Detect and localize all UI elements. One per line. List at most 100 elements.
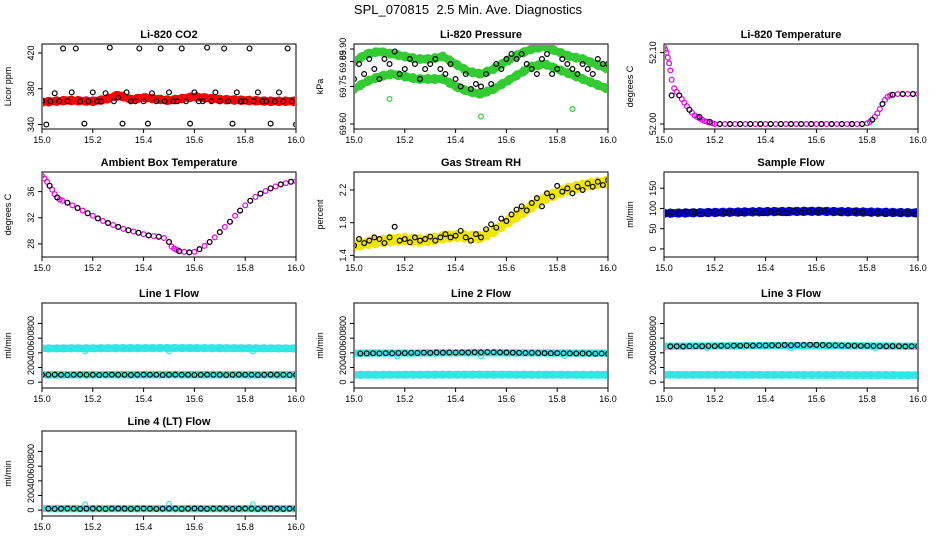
y-tick-label: 420 bbox=[26, 45, 36, 60]
data-point bbox=[248, 505, 255, 512]
data-point bbox=[166, 371, 173, 378]
x-tick-label: 15.6 bbox=[498, 135, 516, 145]
data-point bbox=[503, 55, 510, 62]
data-point bbox=[768, 342, 775, 349]
data-point bbox=[832, 342, 839, 349]
y-tick-label: 2.2 bbox=[338, 184, 348, 197]
data-point bbox=[102, 371, 109, 378]
x-tick-label: 15.0 bbox=[345, 263, 363, 273]
data-point bbox=[876, 105, 883, 112]
x-tick-label: 15.6 bbox=[186, 135, 204, 145]
x-tick-label: 15.4 bbox=[447, 394, 465, 404]
plot-frame bbox=[353, 302, 609, 389]
data-point bbox=[782, 210, 789, 217]
data-point bbox=[478, 353, 485, 360]
data-point bbox=[876, 343, 883, 350]
data-point bbox=[386, 60, 393, 67]
y-tick-label: 0 bbox=[26, 380, 36, 385]
data-point bbox=[181, 248, 188, 255]
data-point bbox=[376, 236, 383, 243]
y-tick-label: 69.75 bbox=[338, 75, 348, 98]
data-point bbox=[665, 45, 667, 50]
x-tick-label: 16.0 bbox=[909, 394, 927, 404]
data-point bbox=[94, 215, 101, 222]
data-point bbox=[69, 202, 76, 209]
data-point bbox=[706, 208, 713, 215]
data-point bbox=[212, 89, 219, 96]
x-tick-label: 15.0 bbox=[33, 135, 51, 145]
data-point bbox=[391, 223, 398, 230]
data-point bbox=[355, 76, 357, 82]
plot-area bbox=[355, 45, 607, 120]
chart-title: Line 3 Flow bbox=[761, 288, 821, 300]
data-point bbox=[554, 65, 561, 72]
x-tick-label: 15.4 bbox=[447, 263, 465, 273]
data-point bbox=[836, 209, 843, 216]
data-point bbox=[166, 348, 173, 355]
data-point bbox=[145, 232, 152, 239]
data-point bbox=[859, 209, 866, 216]
data-point bbox=[467, 85, 474, 92]
data-point bbox=[89, 89, 96, 96]
y-tick-label: 69.60 bbox=[338, 113, 348, 136]
data-point bbox=[204, 45, 211, 51]
data-point bbox=[172, 505, 179, 512]
data-point bbox=[381, 55, 388, 62]
data-point bbox=[471, 349, 478, 356]
data-point bbox=[813, 341, 820, 348]
x-tick-label: 16.0 bbox=[909, 135, 927, 145]
data-point bbox=[518, 203, 525, 210]
data-point bbox=[569, 190, 576, 197]
x-tick-label: 15.6 bbox=[186, 394, 204, 404]
data-point bbox=[134, 505, 141, 512]
plot-frame bbox=[41, 171, 297, 258]
data-point bbox=[667, 343, 674, 350]
data-point bbox=[376, 350, 383, 357]
data-point bbox=[879, 100, 886, 107]
plot-area bbox=[43, 500, 295, 513]
data-point bbox=[528, 65, 535, 72]
data-point bbox=[432, 55, 439, 62]
data-point bbox=[554, 350, 561, 357]
data-point bbox=[110, 98, 117, 105]
x-tick-label: 15.0 bbox=[33, 394, 51, 404]
data-point bbox=[508, 211, 515, 218]
data-point bbox=[83, 505, 90, 512]
y-tick-label: 28 bbox=[26, 239, 36, 249]
data-point bbox=[394, 353, 401, 360]
data-point bbox=[355, 242, 357, 249]
data-point bbox=[569, 65, 576, 72]
data-point bbox=[478, 83, 485, 90]
data-point bbox=[605, 177, 607, 184]
data-point bbox=[813, 209, 820, 216]
x-tick-label: 15.4 bbox=[135, 263, 153, 273]
data-point bbox=[178, 505, 185, 512]
data-point bbox=[668, 209, 675, 216]
data-point bbox=[280, 98, 287, 105]
data-point bbox=[493, 224, 500, 231]
data-point bbox=[155, 233, 162, 240]
data-point bbox=[808, 120, 815, 127]
data-point bbox=[857, 342, 864, 349]
data-point bbox=[516, 349, 523, 356]
data-point bbox=[257, 190, 264, 197]
data-point bbox=[721, 120, 728, 127]
data-point bbox=[108, 371, 115, 378]
data-point bbox=[762, 120, 769, 127]
data-point bbox=[176, 248, 183, 255]
data-point bbox=[186, 249, 193, 256]
y-axis-label: ml/min bbox=[625, 201, 635, 228]
x-tick-label: 16.0 bbox=[909, 263, 927, 273]
data-point bbox=[838, 342, 845, 349]
data-point bbox=[721, 209, 728, 216]
data-point bbox=[544, 190, 551, 197]
data-point bbox=[406, 239, 413, 246]
data-point bbox=[411, 234, 418, 241]
data-point bbox=[70, 505, 77, 512]
data-point bbox=[121, 505, 128, 512]
x-tick-label: 15.2 bbox=[84, 263, 102, 273]
data-point bbox=[509, 349, 516, 356]
data-point bbox=[673, 343, 680, 350]
y-tick-label: 800 bbox=[338, 316, 348, 331]
